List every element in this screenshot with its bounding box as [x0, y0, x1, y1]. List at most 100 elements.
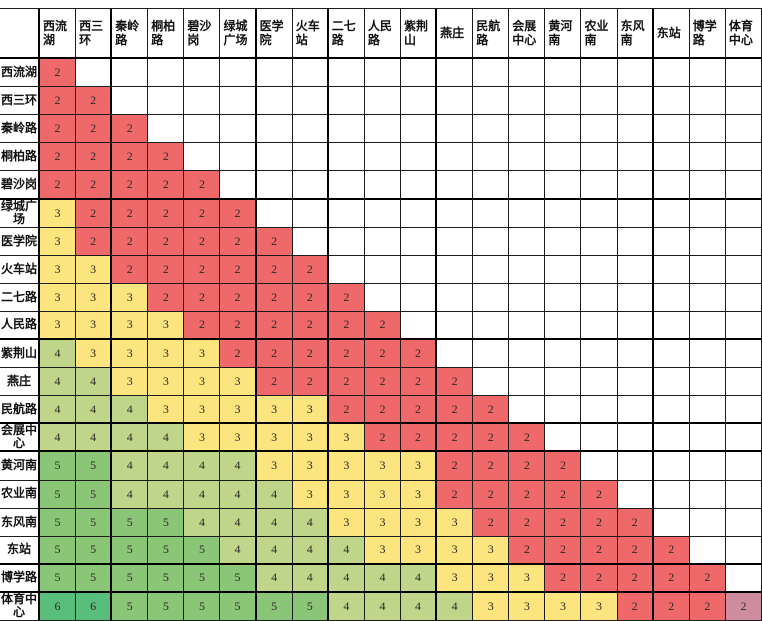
empty-cell: [184, 143, 221, 172]
fare-cell: 2: [400, 340, 438, 369]
empty-cell: [545, 255, 582, 284]
empty-cell: [364, 283, 401, 312]
fare-cell: 6: [76, 592, 113, 621]
fare-cell: 4: [220, 452, 257, 481]
fare-cell: 4: [256, 480, 293, 509]
fare-cell: 4: [112, 452, 149, 481]
fare-cell: 2: [689, 564, 726, 593]
empty-cell: [545, 87, 582, 116]
empty-cell: [689, 368, 726, 397]
fare-cell: 2: [76, 143, 113, 172]
fare-cell: 3: [256, 424, 293, 453]
fare-cell: 3: [76, 255, 113, 284]
row-header: 二七路: [0, 283, 40, 312]
empty-cell: [581, 143, 618, 172]
empty-cell: [581, 115, 618, 144]
empty-cell: [581, 87, 618, 116]
fare-cell: 2: [112, 255, 149, 284]
fare-cell: 5: [76, 564, 113, 593]
empty-cell: [437, 143, 474, 172]
fare-cell: 4: [292, 508, 329, 537]
empty-cell: [400, 227, 438, 256]
empty-cell: [581, 59, 618, 88]
fare-cell: 6: [40, 592, 77, 621]
row-header: 桐柏路: [0, 143, 40, 172]
fare-cell: 4: [256, 508, 293, 537]
row-header: 紫荆山: [0, 340, 40, 369]
empty-cell: [292, 199, 329, 228]
empty-cell: [509, 396, 546, 425]
column-header: 农业南: [581, 9, 618, 59]
fare-cell: 2: [617, 564, 654, 593]
empty-cell: [617, 480, 654, 509]
empty-cell: [473, 311, 510, 340]
fare-cell: 4: [40, 424, 77, 453]
empty-cell: [545, 59, 582, 88]
empty-cell: [545, 396, 582, 425]
empty-cell: [653, 115, 690, 144]
column-header: 人民路: [364, 9, 401, 59]
fare-cell: 4: [184, 508, 221, 537]
fare-cell: 2: [256, 368, 293, 397]
empty-cell: [581, 171, 618, 200]
fare-cell: 2: [328, 396, 365, 425]
empty-cell: [437, 199, 474, 228]
fare-cell: 2: [220, 340, 257, 369]
fare-cell: 4: [220, 536, 257, 565]
empty-cell: [725, 227, 762, 256]
empty-cell: [364, 115, 401, 144]
empty-cell: [725, 508, 762, 537]
fare-cell: 3: [400, 480, 438, 509]
column-header: 西三环: [76, 9, 113, 59]
fare-cell: 2: [400, 396, 438, 425]
empty-cell: [545, 115, 582, 144]
fare-cell: 2: [220, 283, 257, 312]
empty-cell: [545, 171, 582, 200]
fare-cell: 2: [509, 536, 546, 565]
fare-cell: 2: [256, 283, 293, 312]
fare-cell: 3: [509, 592, 546, 621]
empty-cell: [328, 115, 365, 144]
fare-cell: 2: [148, 143, 185, 172]
empty-cell: [617, 452, 654, 481]
empty-cell: [689, 255, 726, 284]
empty-cell: [653, 199, 690, 228]
empty-cell: [509, 115, 546, 144]
fare-cell: 3: [112, 311, 149, 340]
fare-cell: 5: [112, 592, 149, 621]
empty-cell: [725, 396, 762, 425]
fare-cell: 3: [292, 480, 329, 509]
empty-cell: [473, 59, 510, 88]
empty-cell: [725, 87, 762, 116]
empty-cell: [689, 452, 726, 481]
fare-cell: 2: [509, 424, 546, 453]
fare-cell: 2: [545, 564, 582, 593]
column-header: 绿城广场: [220, 9, 257, 59]
fare-cell: 2: [148, 199, 185, 228]
fare-cell: 3: [220, 368, 257, 397]
fare-cell: 3: [437, 564, 474, 593]
empty-cell: [437, 87, 474, 116]
fare-cell: 4: [292, 536, 329, 565]
empty-cell: [581, 424, 618, 453]
fare-cell: 2: [653, 592, 690, 621]
corner-cell: [0, 9, 40, 59]
fare-cell: 3: [256, 396, 293, 425]
empty-cell: [220, 59, 257, 88]
column-header: 桐柏路: [148, 9, 185, 59]
empty-cell: [725, 340, 762, 369]
empty-cell: [400, 199, 438, 228]
empty-cell: [725, 143, 762, 172]
row-header: 火车站: [0, 255, 40, 284]
fare-cell: 2: [400, 368, 438, 397]
fare-cell: 2: [328, 283, 365, 312]
fare-cell: 2: [76, 199, 113, 228]
empty-cell: [545, 227, 582, 256]
row-header: 西三环: [0, 87, 40, 116]
empty-cell: [473, 283, 510, 312]
empty-cell: [256, 115, 293, 144]
fare-cell: 3: [256, 452, 293, 481]
fare-cell: 4: [364, 564, 401, 593]
empty-cell: [400, 311, 438, 340]
empty-cell: [653, 340, 690, 369]
